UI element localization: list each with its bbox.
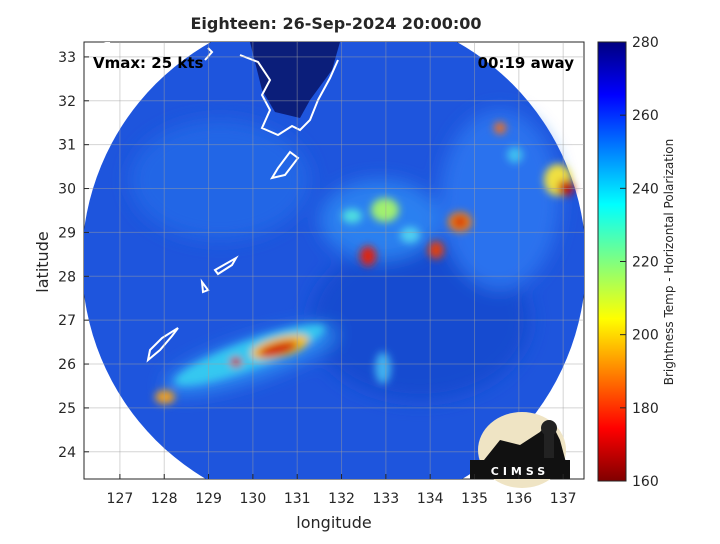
colorbar-tick-label: 240 xyxy=(632,181,659,197)
x-tick-label: 136 xyxy=(505,491,532,507)
x-tick-label: 133 xyxy=(372,491,399,507)
x-tick-label: 135 xyxy=(461,491,488,507)
title: Eighteen: 26-Sep-2024 20:00:00 xyxy=(190,14,481,33)
x-tick-label: 129 xyxy=(195,491,222,507)
colorbar-tick-label: 180 xyxy=(632,401,659,417)
y-tick-label: 31 xyxy=(58,138,76,154)
y-tick-label: 26 xyxy=(58,357,76,373)
x-tick-label: 131 xyxy=(284,491,311,507)
y-tick-label: 25 xyxy=(58,401,76,417)
logo-text: CIMSS xyxy=(491,465,549,478)
y-tick-label: 29 xyxy=(58,225,76,241)
y-tick-label: 30 xyxy=(58,182,76,198)
x-tick-label: 130 xyxy=(240,491,267,507)
cimss-logo: CIMSS xyxy=(470,412,570,488)
colorbar-tick-label: 260 xyxy=(632,108,659,124)
x-tick-label: 128 xyxy=(151,491,178,507)
imagery xyxy=(84,42,584,479)
y-tick-label: 33 xyxy=(58,50,76,66)
vmax-annotation: Vmax: 25 kts xyxy=(93,54,203,72)
x-tick-label: 132 xyxy=(328,491,355,507)
colorbar-label: Brightness Temp - Horizontal Polarizatio… xyxy=(662,139,676,386)
colorbar-tick-label: 160 xyxy=(632,474,659,490)
y-axis-label: latitude xyxy=(33,231,52,292)
y-tick-label: 28 xyxy=(58,269,76,285)
colorbar-tick-label: 200 xyxy=(632,328,659,344)
colorbar-tick-label: 220 xyxy=(632,255,659,271)
y-tick-label: 27 xyxy=(58,313,76,329)
y-tick-label: 32 xyxy=(58,94,76,110)
x-tick-label: 137 xyxy=(550,491,577,507)
x-tick-label: 127 xyxy=(107,491,134,507)
x-tick-label: 134 xyxy=(417,491,444,507)
y-tick-label: 24 xyxy=(58,445,76,461)
colorbar-tick-label: 280 xyxy=(632,35,659,51)
time-annotation: 00:19 away xyxy=(478,54,575,72)
x-axis-label: longitude xyxy=(296,513,371,532)
